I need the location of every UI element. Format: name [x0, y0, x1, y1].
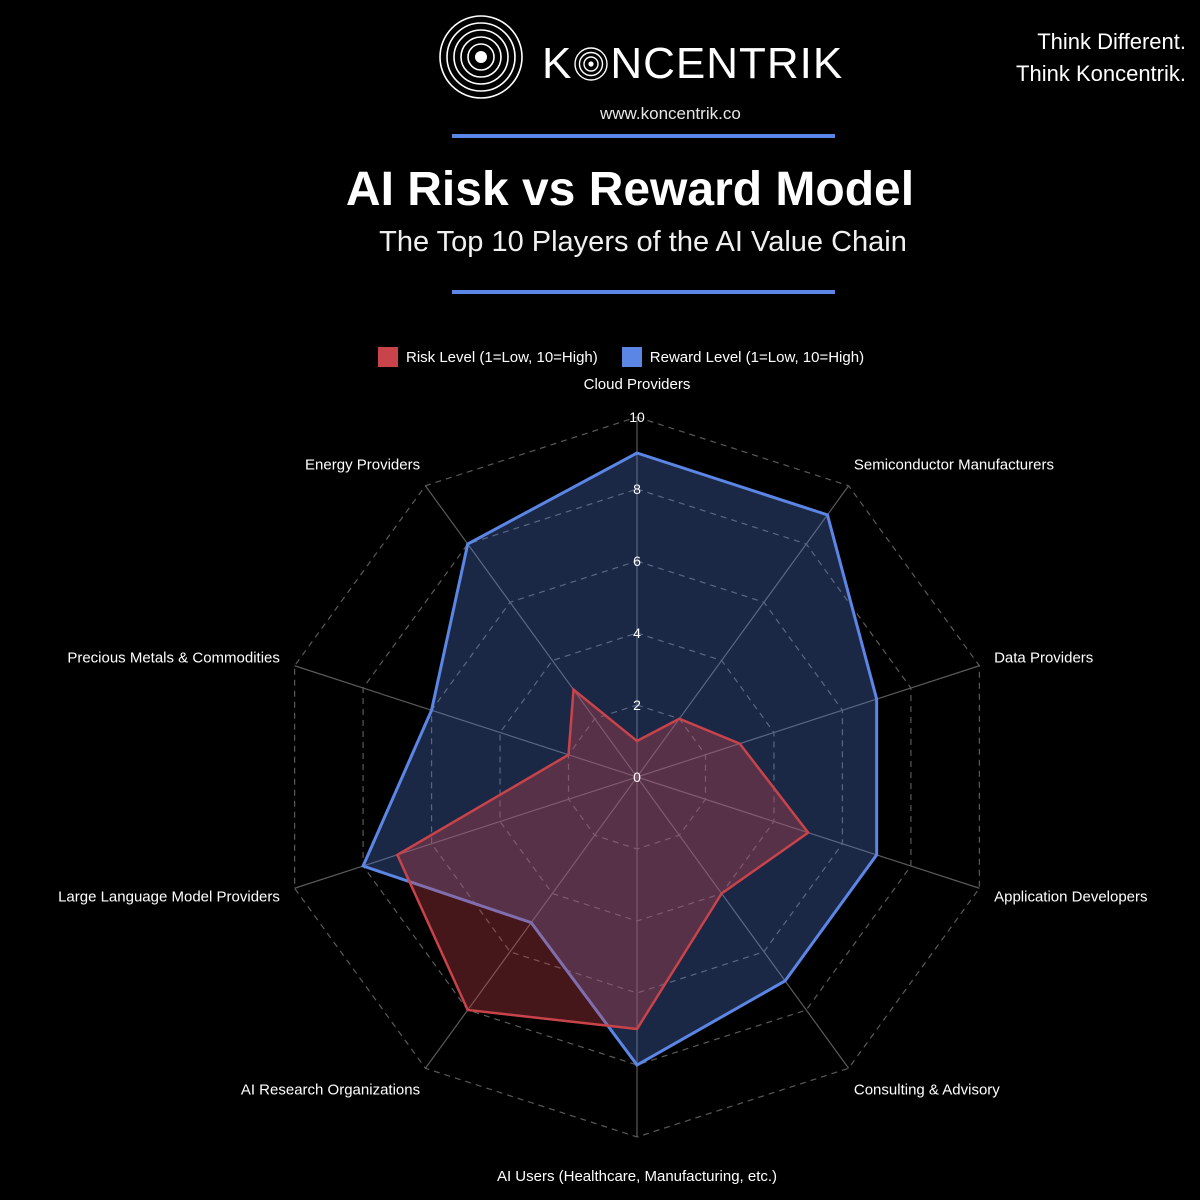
axis-category-label: Large Language Model Providers [58, 888, 280, 905]
brand-name: K NCENTRIK [542, 42, 843, 86]
grid-spoke [636, 485, 850, 778]
grid-spoke [294, 776, 638, 889]
radial-tick-label: 10 [629, 409, 645, 425]
grid-ring [430, 560, 844, 994]
tagline-line-2: Think Koncentrik. [1016, 61, 1186, 86]
tagline-line-1: Think Different. [1037, 29, 1186, 54]
axis-category-label: Consulting & Advisory [854, 1081, 1000, 1098]
brand-header: K NCENTRIK www.koncentrik.co [438, 12, 842, 123]
axis-category-label: Semiconductor Manufacturers [854, 457, 1054, 474]
grid-spoke [636, 776, 850, 1069]
radial-tick-label: 4 [633, 625, 641, 641]
radial-tick-label: 0 [633, 769, 641, 785]
title-top-rule [452, 134, 835, 138]
axis-category-label: Data Providers [994, 650, 1093, 667]
grid-spoke [424, 485, 638, 778]
brand-name-start: K [542, 39, 573, 88]
axis-category-label: AI Users (Healthcare, Manufacturing, etc… [497, 1168, 777, 1185]
legend-item-risk[interactable]: Risk Level (1=Low, 10=High) [378, 347, 598, 367]
title-bottom-rule [452, 290, 835, 294]
legend-swatch-reward [621, 347, 642, 367]
risk-series-area [395, 687, 810, 1031]
chart-subtitle: The Top 10 Players of the AI Value Chain [379, 226, 907, 258]
axis-category-label: Application Developers [994, 888, 1147, 905]
radial-tick-label: 8 [633, 481, 641, 497]
axis-category-label: Cloud Providers [584, 376, 691, 393]
radial-tick-label: 6 [633, 553, 641, 569]
brand-url: www.koncentrik.co [600, 104, 741, 123]
axis-category-label: Precious Metals & Commodities [67, 650, 280, 667]
legend-label-reward: Reward Level (1=Low, 10=High) [649, 348, 865, 366]
legend-swatch-risk [378, 347, 398, 367]
legend-label-risk: Risk Level (1=Low, 10=High) [406, 348, 598, 366]
brand-name-end: NCENTRIK [610, 39, 844, 88]
radial-tick-label: 2 [633, 697, 641, 713]
reward-series-area [361, 451, 879, 1067]
legend-item-reward[interactable]: Reward Level (1=Low, 10=High) [621, 347, 865, 367]
axis-category-label: AI Research Organizations [241, 1081, 420, 1098]
grid-spoke [636, 665, 980, 778]
chart-title: AI Risk vs Reward Model [345, 163, 915, 216]
tagline: Think Different. Think Koncentrik. [1016, 26, 1186, 90]
concentric-circles-icon [439, 15, 523, 99]
axis-category-label: Energy Providers [305, 457, 420, 474]
chart-legend: Risk Level (1=Low, 10=High) Reward Level… [378, 346, 888, 368]
grid-spoke [294, 665, 638, 778]
brand-o-ring-icon [574, 47, 609, 81]
